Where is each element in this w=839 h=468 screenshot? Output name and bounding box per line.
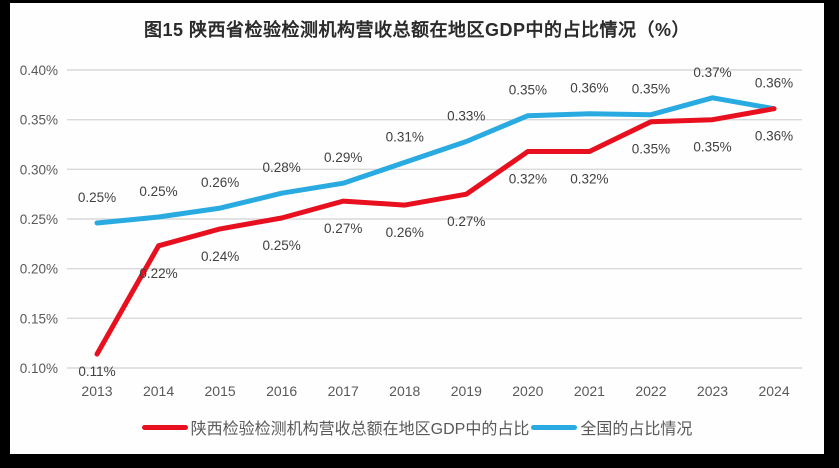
data-label: 0.11% — [78, 364, 115, 379]
legend-item-shaanxi: 陕西检验检测机构营收总额在地区GDP中的占比 — [141, 415, 530, 439]
x-axis-tick-label: 2020 — [512, 383, 543, 399]
data-label: 0.25% — [263, 238, 301, 253]
data-label: 0.37% — [693, 65, 731, 80]
data-label: 0.26% — [201, 175, 239, 190]
y-axis-tick-label: 0.35% — [20, 113, 58, 128]
data-label: 0.36% — [755, 76, 793, 91]
data-label: 0.27% — [324, 221, 362, 236]
x-axis-tick-label: 2018 — [389, 383, 420, 399]
shaanxi-line-swatch-icon — [141, 424, 188, 430]
y-axis-tick-label: 0.20% — [20, 262, 58, 277]
y-axis-tick-label: 0.10% — [20, 361, 58, 376]
x-axis-tick-label: 2014 — [143, 383, 174, 399]
data-label: 0.33% — [447, 109, 485, 124]
data-label: 0.22% — [139, 266, 177, 281]
x-axis-tick-label: 2021 — [574, 383, 605, 399]
chart-title: 图15 陕西省检验检测机构营收总额在地区GDP中的占比情况（%） — [143, 20, 691, 40]
y-axis-tick-label: 0.25% — [20, 212, 58, 227]
x-axis-tick-label: 2013 — [81, 383, 112, 399]
legend-label-national: 全国的占比情况 — [580, 421, 693, 438]
data-label: 0.26% — [386, 225, 424, 240]
x-axis-tick-label: 2023 — [697, 383, 728, 399]
series-line — [94, 95, 777, 226]
chart-legend: 陕西检验检测机构营收总额在地区GDP中的占比 全国的占比情况 — [10, 414, 824, 440]
data-label: 0.35% — [632, 82, 670, 97]
data-label: 0.36% — [755, 129, 793, 144]
data-label: 0.29% — [324, 150, 362, 165]
data-label: 0.32% — [509, 171, 547, 186]
data-label: 0.36% — [570, 81, 608, 96]
data-label: 0.25% — [139, 184, 177, 199]
x-axis-tick-label: 2022 — [635, 383, 666, 399]
national-line-swatch-icon — [531, 424, 578, 430]
y-axis-tick-label: 0.15% — [20, 311, 58, 326]
data-label: 0.24% — [201, 249, 239, 264]
data-label: 0.27% — [447, 214, 485, 229]
data-label: 0.35% — [509, 83, 547, 98]
chart-panel — [10, 3, 824, 454]
data-label: 0.35% — [632, 142, 670, 157]
data-label: 0.32% — [570, 171, 608, 186]
x-axis-tick-label: 2017 — [328, 383, 359, 399]
data-label: 0.25% — [78, 190, 116, 205]
x-axis-tick-label: 2024 — [758, 383, 789, 399]
legend-label-shaanxi: 陕西检验检测机构营收总额在地区GDP中的占比 — [190, 421, 530, 438]
x-axis-tick-label: 2015 — [205, 383, 236, 399]
x-axis-tick-label: 2019 — [451, 383, 482, 399]
series-line — [94, 106, 777, 357]
legend-item-national: 全国的占比情况 — [531, 415, 692, 439]
y-axis-tick-label: 0.30% — [20, 162, 58, 177]
x-axis-tick-label: 2016 — [266, 383, 297, 399]
y-axis-tick-label: 0.40% — [20, 63, 58, 78]
data-label: 0.35% — [693, 140, 731, 155]
data-label: 0.28% — [263, 160, 301, 175]
data-label: 0.31% — [386, 129, 424, 144]
